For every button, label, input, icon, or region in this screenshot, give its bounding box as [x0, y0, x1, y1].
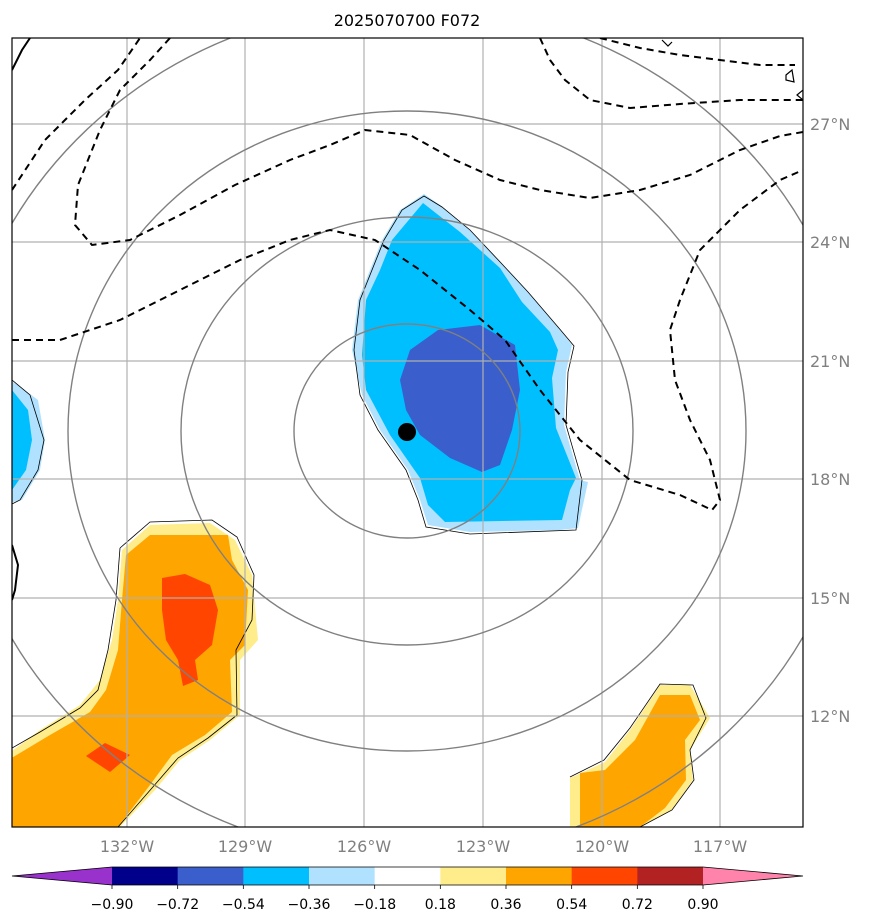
dashed-contour-2	[12, 169, 803, 512]
chart-title: 2025070700 F072	[334, 11, 481, 30]
y-tick-label: 24°N	[810, 233, 850, 252]
y-tick-label: 27°N	[810, 115, 850, 134]
y-tick-label: 18°N	[810, 470, 850, 489]
colorbar-segment	[440, 867, 507, 885]
y-tick-label: 21°N	[810, 352, 850, 371]
x-tick-label: 129°W	[218, 837, 273, 856]
map-area	[12, 38, 803, 827]
colorbar-tick-label: −0.18	[353, 897, 396, 913]
anomaly-fill-orange-se	[580, 695, 700, 827]
x-axis: 132°W 129°W 126°W 123°W 120°W 117°W	[100, 837, 748, 856]
colorbar-tick-label: −0.90	[91, 897, 134, 913]
colorbar-tick-label: 0.18	[425, 897, 456, 913]
colorbar-segment	[374, 867, 441, 885]
colorbar-tick-label: −0.54	[222, 897, 265, 913]
colorbar-tick-label: −0.36	[288, 897, 331, 913]
colorbar-tick-label: 0.72	[622, 897, 653, 913]
x-tick-label: 120°W	[575, 837, 630, 856]
range-ring-2	[180, 216, 634, 646]
anomaly-fill-royal-blue	[400, 325, 520, 472]
x-tick-label: 117°W	[693, 837, 748, 856]
colorbar-segment	[243, 867, 310, 885]
grid-lines	[12, 38, 803, 827]
colorbar-segment	[506, 867, 573, 885]
colorbar-segment	[571, 867, 638, 885]
anomaly-fill-red-orange-small	[86, 743, 130, 772]
colorbar-tick-label: 0.90	[687, 897, 718, 913]
dashed-contours	[12, 38, 803, 512]
colorbar-tick-label: 0.36	[490, 897, 521, 913]
positive-anomaly-region-southeast	[569, 683, 710, 827]
colorbar-segment	[637, 867, 704, 885]
range-rings	[12, 38, 803, 827]
y-tick-label: 15°N	[810, 589, 850, 608]
anomaly-contour-southeast	[569, 683, 707, 827]
colorbar-segment	[112, 867, 179, 885]
x-tick-label: 132°W	[100, 837, 155, 856]
colorbar-tick-label: 0.54	[556, 897, 587, 913]
range-ring-3	[67, 110, 747, 752]
storm-center-marker	[398, 423, 416, 441]
dashed-contour-1	[12, 38, 141, 191]
dashed-contour-5	[599, 38, 795, 66]
colorbar-segment	[177, 867, 244, 885]
y-axis: 27°N 24°N 21°N 18°N 15°N 12°N	[810, 115, 850, 726]
x-tick-label: 126°W	[337, 837, 392, 856]
anomaly-fill-red-orange	[162, 574, 218, 686]
range-ring-1	[293, 323, 521, 539]
colorbar: −0.90 −0.72 −0.54 −0.36 −0.18 0.18 0.36 0.54 0.7…	[11, 866, 804, 913]
y-tick-label: 12°N	[810, 707, 850, 726]
dashed-contour-4	[539, 38, 803, 110]
colorbar-extend-low	[12, 867, 112, 885]
colorbar-extend-high	[703, 867, 803, 885]
positive-anomaly-region-southwest	[12, 519, 258, 827]
colorbar-segment	[309, 867, 376, 885]
x-tick-label: 123°W	[456, 837, 511, 856]
anomaly-fill-left-edge	[12, 390, 32, 490]
negative-anomaly-region	[12, 194, 588, 535]
map-frame	[11, 37, 804, 828]
coastlines	[12, 38, 803, 601]
dashed-contour-3	[73, 38, 803, 247]
colorbar-tick-label: −0.72	[156, 897, 199, 913]
